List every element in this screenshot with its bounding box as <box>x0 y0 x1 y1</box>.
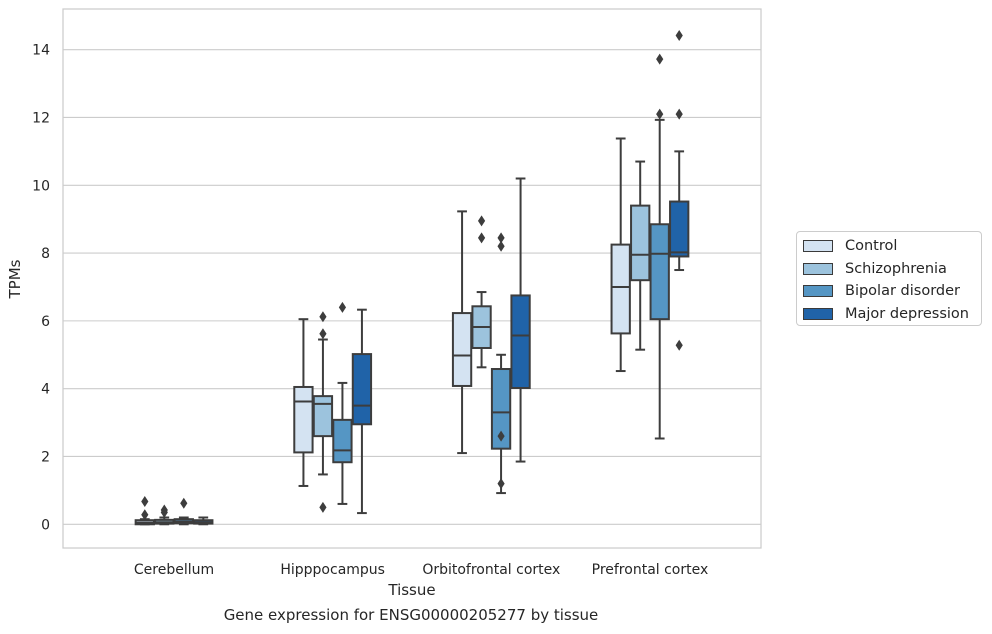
legend-swatch <box>803 307 833 320</box>
legend: Control Schizophrenia Bipolar disorder Majo… <box>796 231 982 326</box>
box-groups <box>134 29 690 526</box>
legend-swatch <box>803 262 833 275</box>
box-bipolar-disorder <box>332 301 353 505</box>
box-control <box>610 137 631 373</box>
iqr-box <box>351 353 373 426</box>
iqr-box <box>669 200 690 258</box>
y-tick-label: 6 <box>41 314 50 330</box>
y-tick-label: 4 <box>41 382 50 398</box>
box-control <box>134 496 155 526</box>
outlier-point <box>477 215 486 227</box>
x-axis-label: Tissue <box>387 581 435 599</box>
y-tick-label: 10 <box>32 178 50 194</box>
box-major-depression <box>193 516 214 526</box>
legend-label: Control <box>845 238 898 255</box>
y-tick-label: 14 <box>32 43 50 59</box>
outlier-point <box>319 311 327 323</box>
outlier-point <box>477 232 486 244</box>
outlier-point <box>319 501 327 513</box>
outlier-point <box>319 328 327 340</box>
box-control <box>451 210 473 455</box>
box-schizophrenia <box>312 311 334 513</box>
outlier-point <box>675 29 683 41</box>
legend-label: Schizophrenia <box>845 260 947 277</box>
box-schizophrenia <box>471 215 492 369</box>
outlier-point <box>338 301 347 313</box>
outlier-point <box>141 509 149 521</box>
y-tick-label: 8 <box>41 246 50 262</box>
legend-swatch <box>803 285 833 298</box>
legend-label: Major depression <box>845 305 969 322</box>
iqr-box <box>649 223 670 321</box>
legend-item: Bipolar disorder <box>803 280 981 303</box>
y-tick-label: 12 <box>32 110 50 126</box>
legend-swatch <box>803 240 833 253</box>
outlier-point <box>497 232 505 244</box>
iqr-box <box>293 385 314 454</box>
x-tick-label: Cerebellum <box>134 562 214 578</box>
box-bipolar-disorder <box>490 232 512 495</box>
legend-item: Schizophrenia <box>803 258 981 281</box>
iqr-box <box>451 312 473 387</box>
y-axis-label: TPMs <box>6 259 24 299</box>
outlier-point <box>497 478 505 490</box>
box-bipolar-disorder <box>649 53 670 440</box>
outlier-point <box>675 108 683 120</box>
outlier-point <box>160 504 168 516</box>
iqr-box <box>490 368 512 450</box>
y-tick-labels: 0 2 4 6 8 10 12 14 <box>32 43 50 534</box>
outlier-point <box>656 108 664 120</box>
y-tick-label: 2 <box>41 449 50 465</box>
box-control <box>293 318 314 487</box>
outlier-point <box>141 496 149 508</box>
outlier-point <box>656 53 664 65</box>
legend-item: Major depression <box>803 303 981 326</box>
outlier-point <box>180 497 188 509</box>
outlier-point <box>497 430 505 442</box>
iqr-box <box>630 204 651 282</box>
iqr-box <box>610 243 631 335</box>
x-tick-label: Orbitofrontal cortex <box>422 562 560 578</box>
box-bipolar-disorder <box>173 497 194 526</box>
outlier-point <box>675 339 683 351</box>
x-tick-labels: Cerebellum Hipppocampus Orbitofrontal cort… <box>134 562 708 578</box>
box-major-depression <box>669 29 690 351</box>
box-schizophrenia <box>154 504 175 526</box>
box-major-depression <box>351 308 373 515</box>
iqr-box <box>312 395 334 438</box>
box-major-depression <box>510 177 531 463</box>
chart-caption: Gene expression for ENSG00000205277 by t… <box>223 606 599 624</box>
iqr-box <box>332 418 353 464</box>
x-tick-label: Prefrontal cortex <box>592 562 709 578</box>
box-schizophrenia <box>630 160 651 351</box>
legend-item: Control <box>803 235 981 258</box>
outlier-point <box>497 240 505 252</box>
iqr-box <box>510 294 531 389</box>
legend-label: Bipolar disorder <box>845 283 960 300</box>
x-tick-label: Hipppocampus <box>280 562 385 578</box>
y-tick-label: 0 <box>41 517 50 533</box>
